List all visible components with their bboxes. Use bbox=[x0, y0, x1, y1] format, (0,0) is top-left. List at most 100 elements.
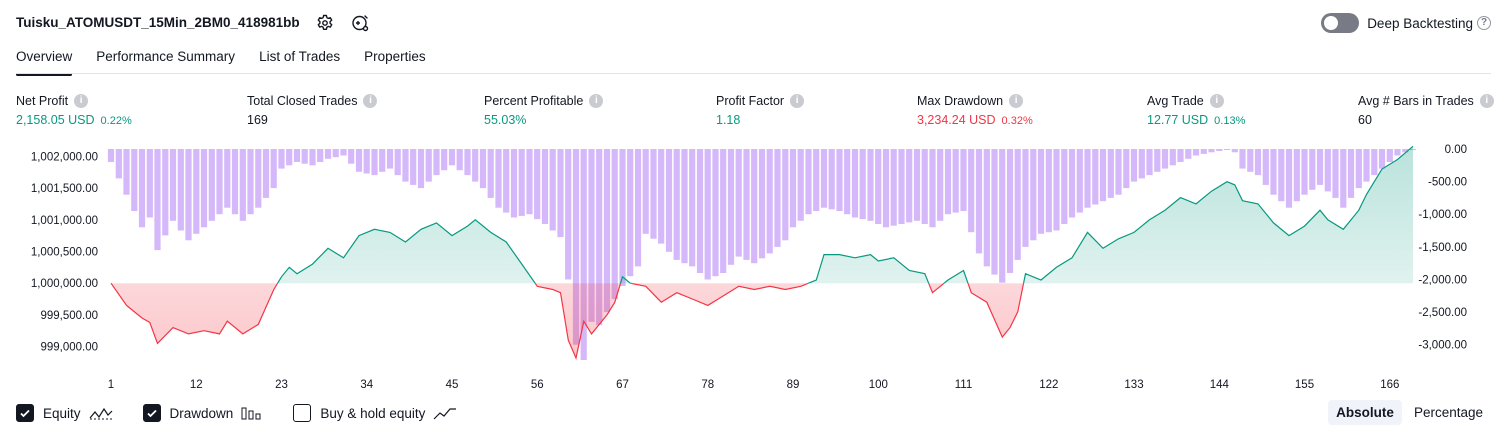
drawdown-bar bbox=[921, 149, 928, 224]
x-axis-tick-label: 34 bbox=[360, 379, 373, 391]
tab-overview[interactable]: Overview bbox=[16, 48, 73, 76]
drawdown-bar bbox=[456, 149, 463, 171]
drawdown-bar bbox=[1146, 149, 1153, 176]
drawdown-bar bbox=[123, 149, 130, 195]
drawdown-bar bbox=[805, 149, 812, 215]
drawdown-bar bbox=[1169, 149, 1176, 166]
drawdown-bar bbox=[293, 149, 301, 162]
drawdown-bar bbox=[743, 149, 750, 260]
drawdown-checkbox[interactable] bbox=[142, 404, 161, 422]
drawdown-bar bbox=[1355, 149, 1362, 189]
settings-gear-icon[interactable] bbox=[315, 13, 335, 33]
drawdown-bar bbox=[960, 149, 967, 211]
drawdown-bar bbox=[115, 149, 122, 179]
drawdown-bar bbox=[1216, 149, 1223, 151]
drawdown-bar bbox=[317, 149, 324, 162]
source-code-icon[interactable] bbox=[350, 13, 370, 33]
info-icon[interactable]: i bbox=[790, 94, 805, 108]
drawdown-bar bbox=[681, 149, 688, 264]
drawdown-bar bbox=[216, 149, 223, 215]
drawdown-bar bbox=[572, 149, 580, 345]
deep-backtesting-toggle[interactable] bbox=[1321, 13, 1360, 33]
report-tabs: Overview Performance Summary List of Tra… bbox=[16, 48, 450, 76]
drawdown-bar bbox=[534, 149, 541, 220]
percentage-button[interactable]: Percentage bbox=[1413, 405, 1483, 420]
metric-value: 2,158.05 USD bbox=[16, 113, 95, 127]
drawdown-bar bbox=[1324, 149, 1331, 192]
info-icon[interactable]: i bbox=[74, 94, 89, 108]
right-axis-tick-label: -2,000.00 bbox=[1418, 275, 1467, 287]
info-icon[interactable]: i bbox=[589, 94, 604, 108]
drawdown-bar bbox=[1076, 149, 1083, 213]
drawdown-bar bbox=[348, 149, 355, 164]
left-axis-tick-label: 999,000.00 bbox=[40, 342, 98, 354]
drawdown-bar bbox=[1301, 149, 1308, 195]
metric-percent: 0.32% bbox=[1001, 115, 1033, 127]
equity-drawdown-chart[interactable]: 1,002,000.00 1,001,500.00 1,001,000.00 1,00… bbox=[0, 140, 1507, 398]
metric-label: Percent Profitable bbox=[484, 94, 584, 108]
tab-list-of-trades[interactable]: List of Trades bbox=[259, 49, 341, 64]
info-icon[interactable]: i bbox=[1479, 94, 1494, 108]
legend-label: Equity bbox=[43, 405, 81, 421]
drawdown-bar bbox=[789, 149, 797, 228]
drawdown-bar bbox=[906, 149, 913, 223]
info-icon[interactable]: i bbox=[1009, 94, 1024, 108]
drawdown-bar bbox=[526, 149, 533, 215]
drawdown-bar bbox=[1247, 149, 1254, 172]
drawdown-bar bbox=[782, 149, 789, 241]
right-axis-tick-label: -1,000.00 bbox=[1418, 209, 1467, 221]
buy-hold-checkbox[interactable] bbox=[293, 404, 312, 422]
drawdown-bar bbox=[464, 149, 471, 176]
drawdown-bar bbox=[309, 149, 316, 166]
equity-checkbox[interactable] bbox=[16, 404, 34, 422]
legend-label: Buy & hold equity bbox=[320, 405, 426, 421]
absolute-button[interactable]: Absolute bbox=[1328, 400, 1402, 425]
drawdown-bar bbox=[557, 149, 564, 238]
drawdown-bar bbox=[727, 149, 735, 265]
drawdown-bar bbox=[673, 149, 680, 260]
info-icon[interactable]: i bbox=[1209, 94, 1224, 108]
drawdown-bar bbox=[131, 149, 138, 211]
legend-buy-hold-equity[interactable]: Buy & hold equity bbox=[293, 404, 457, 422]
legend-drawdown[interactable]: Drawdown bbox=[142, 404, 264, 422]
drawdown-bar bbox=[836, 149, 843, 211]
drawdown-bar bbox=[634, 149, 642, 267]
metric-percent: 0.22% bbox=[100, 115, 132, 127]
drawdown-bar bbox=[1161, 149, 1169, 169]
right-axis-tick-label: 0.00 bbox=[1445, 144, 1467, 156]
drawdown-bar bbox=[999, 149, 1006, 283]
drawdown-bar bbox=[410, 149, 417, 185]
drawdown-bar bbox=[1185, 149, 1192, 159]
drawdown-bar bbox=[107, 149, 115, 162]
info-icon[interactable]: i bbox=[363, 94, 378, 108]
drawdown-bar bbox=[766, 149, 773, 254]
tab-performance-summary[interactable]: Performance Summary bbox=[96, 49, 236, 64]
drawdown-bar bbox=[495, 149, 502, 208]
drawdown-bar bbox=[735, 149, 742, 257]
drawdown-bar bbox=[859, 149, 866, 220]
drawdown-bar bbox=[1061, 149, 1068, 224]
metric-value: 60 bbox=[1358, 113, 1372, 127]
drawdown-bar bbox=[255, 149, 262, 208]
drawdown-bar bbox=[1223, 149, 1231, 150]
x-axis-tick-label: 45 bbox=[446, 379, 459, 391]
equity-line-positive bbox=[111, 145, 1414, 284]
metric-label: Profit Factor bbox=[716, 94, 785, 108]
drawdown-bar bbox=[1014, 149, 1021, 260]
metric-profit-factor: Profit Factor i 1.18 bbox=[716, 94, 805, 127]
drawdown-bar bbox=[1270, 149, 1277, 195]
x-axis-tick-label: 100 bbox=[869, 379, 888, 391]
tab-properties[interactable]: Properties bbox=[364, 49, 426, 64]
drawdown-bar bbox=[162, 149, 169, 236]
report-header: Tuisku_ATOMUSDT_15Min_2BM0_418981bb Deep… bbox=[0, 0, 1507, 46]
legend-equity[interactable]: Equity bbox=[16, 404, 113, 422]
drawdown-bar bbox=[154, 149, 161, 251]
drawdown-bar bbox=[541, 149, 549, 224]
drawdown-bar bbox=[758, 149, 766, 259]
help-icon[interactable]: ? bbox=[1477, 16, 1491, 30]
drawdown-bar bbox=[177, 149, 184, 231]
drawdown-bar bbox=[1053, 149, 1060, 231]
drawdown-bar bbox=[813, 149, 820, 211]
drawdown-bar bbox=[193, 149, 200, 234]
right-axis-tick-label: -500.00 bbox=[1428, 177, 1467, 189]
